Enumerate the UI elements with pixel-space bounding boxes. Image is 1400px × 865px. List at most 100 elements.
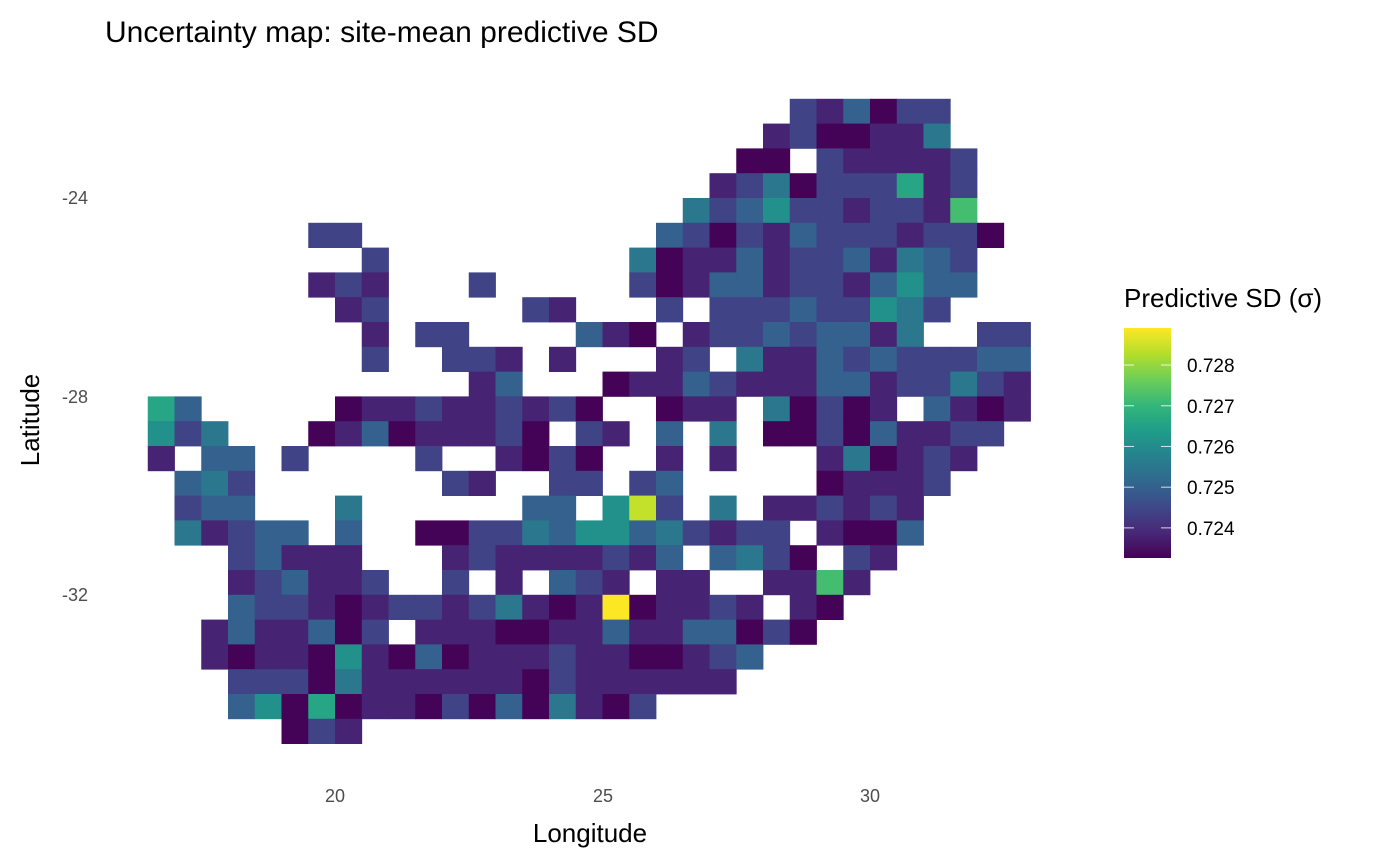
raster-cell [468, 396, 496, 422]
raster-cell [682, 247, 710, 273]
raster-cell [308, 718, 336, 744]
raster-cell [950, 247, 978, 273]
raster-cell [656, 247, 684, 273]
raster-cell [522, 644, 550, 670]
raster-cell [843, 123, 871, 149]
raster-cell [228, 446, 256, 472]
raster-cell [602, 594, 630, 620]
raster-cell [923, 198, 951, 224]
raster-cell [442, 545, 470, 571]
raster-cell [870, 198, 898, 224]
raster-cell [763, 198, 791, 224]
raster-cell [308, 545, 336, 571]
raster-cell [442, 520, 470, 546]
raster-cell [442, 322, 470, 348]
raster-cell [281, 594, 309, 620]
raster-cell [656, 421, 684, 447]
raster-cell [415, 669, 443, 695]
raster-cell [789, 545, 817, 571]
raster-cell [763, 396, 791, 422]
raster-cell [656, 371, 684, 397]
raster-cell [201, 520, 229, 546]
raster-cell [549, 669, 577, 695]
raster-cell [789, 98, 817, 124]
raster-cell [709, 222, 737, 248]
raster-cell [495, 396, 523, 422]
raster-cell [656, 570, 684, 596]
raster-cell [495, 669, 523, 695]
raster-cell [388, 421, 416, 447]
raster-cell [816, 396, 844, 422]
raster-cell [522, 545, 550, 571]
raster-cell [923, 247, 951, 273]
raster-cell [789, 173, 817, 199]
raster-cell [709, 619, 737, 645]
raster-cell [682, 371, 710, 397]
raster-cell [977, 322, 1005, 348]
raster-cell [923, 222, 951, 248]
raster-cell [870, 520, 898, 546]
raster-cell [870, 98, 898, 124]
raster-cell [682, 222, 710, 248]
raster-cell [763, 495, 791, 521]
raster-cell [281, 644, 309, 670]
raster-cell [763, 297, 791, 323]
raster-cell [602, 495, 630, 521]
raster-cell [709, 594, 737, 620]
raster-cell [950, 371, 978, 397]
raster-cell [201, 470, 229, 496]
raster-cell [522, 495, 550, 521]
raster-cell [415, 322, 443, 348]
raster-cell [549, 520, 577, 546]
raster-cell [335, 272, 363, 298]
raster-cell [923, 421, 951, 447]
raster-cell [522, 520, 550, 546]
raster-cell [950, 173, 978, 199]
raster-cell [174, 396, 202, 422]
raster-cell [629, 371, 657, 397]
raster-cell [816, 148, 844, 174]
raster-cell [843, 98, 871, 124]
raster-cell [682, 322, 710, 348]
raster-cell [361, 272, 389, 298]
raster-cell [763, 421, 791, 447]
raster-cell [870, 495, 898, 521]
raster-cell [228, 694, 256, 720]
raster-cell [228, 545, 256, 571]
raster-cell [816, 470, 844, 496]
raster-cell [361, 644, 389, 670]
raster-cell [736, 322, 764, 348]
raster-cell [388, 594, 416, 620]
raster-cell [709, 272, 737, 298]
raster-cell [816, 322, 844, 348]
raster-cell [388, 396, 416, 422]
raster-cell [736, 644, 764, 670]
raster-cell [335, 520, 363, 546]
raster-cell [816, 247, 844, 273]
raster-cell [361, 297, 389, 323]
raster-cell [602, 545, 630, 571]
raster-cell [789, 247, 817, 273]
y-axis: -24 -28 -32 Latitude [15, 188, 88, 605]
raster-cell [896, 520, 924, 546]
raster-cell [789, 421, 817, 447]
raster-cell [468, 520, 496, 546]
raster-cell [495, 594, 523, 620]
raster-cell [549, 570, 577, 596]
raster-cell [896, 222, 924, 248]
raster-cell [656, 446, 684, 472]
raster-cell [415, 396, 443, 422]
raster-cell [254, 644, 282, 670]
raster-cell [843, 396, 871, 422]
raster-cell [950, 148, 978, 174]
raster-cell [522, 694, 550, 720]
raster-cell [923, 123, 951, 149]
raster-cell [522, 619, 550, 645]
raster-cell [763, 322, 791, 348]
raster-cell [522, 594, 550, 620]
raster-cell [950, 272, 978, 298]
raster-cell [816, 446, 844, 472]
raster-cell [816, 421, 844, 447]
raster-cell [468, 594, 496, 620]
raster-cell [308, 594, 336, 620]
